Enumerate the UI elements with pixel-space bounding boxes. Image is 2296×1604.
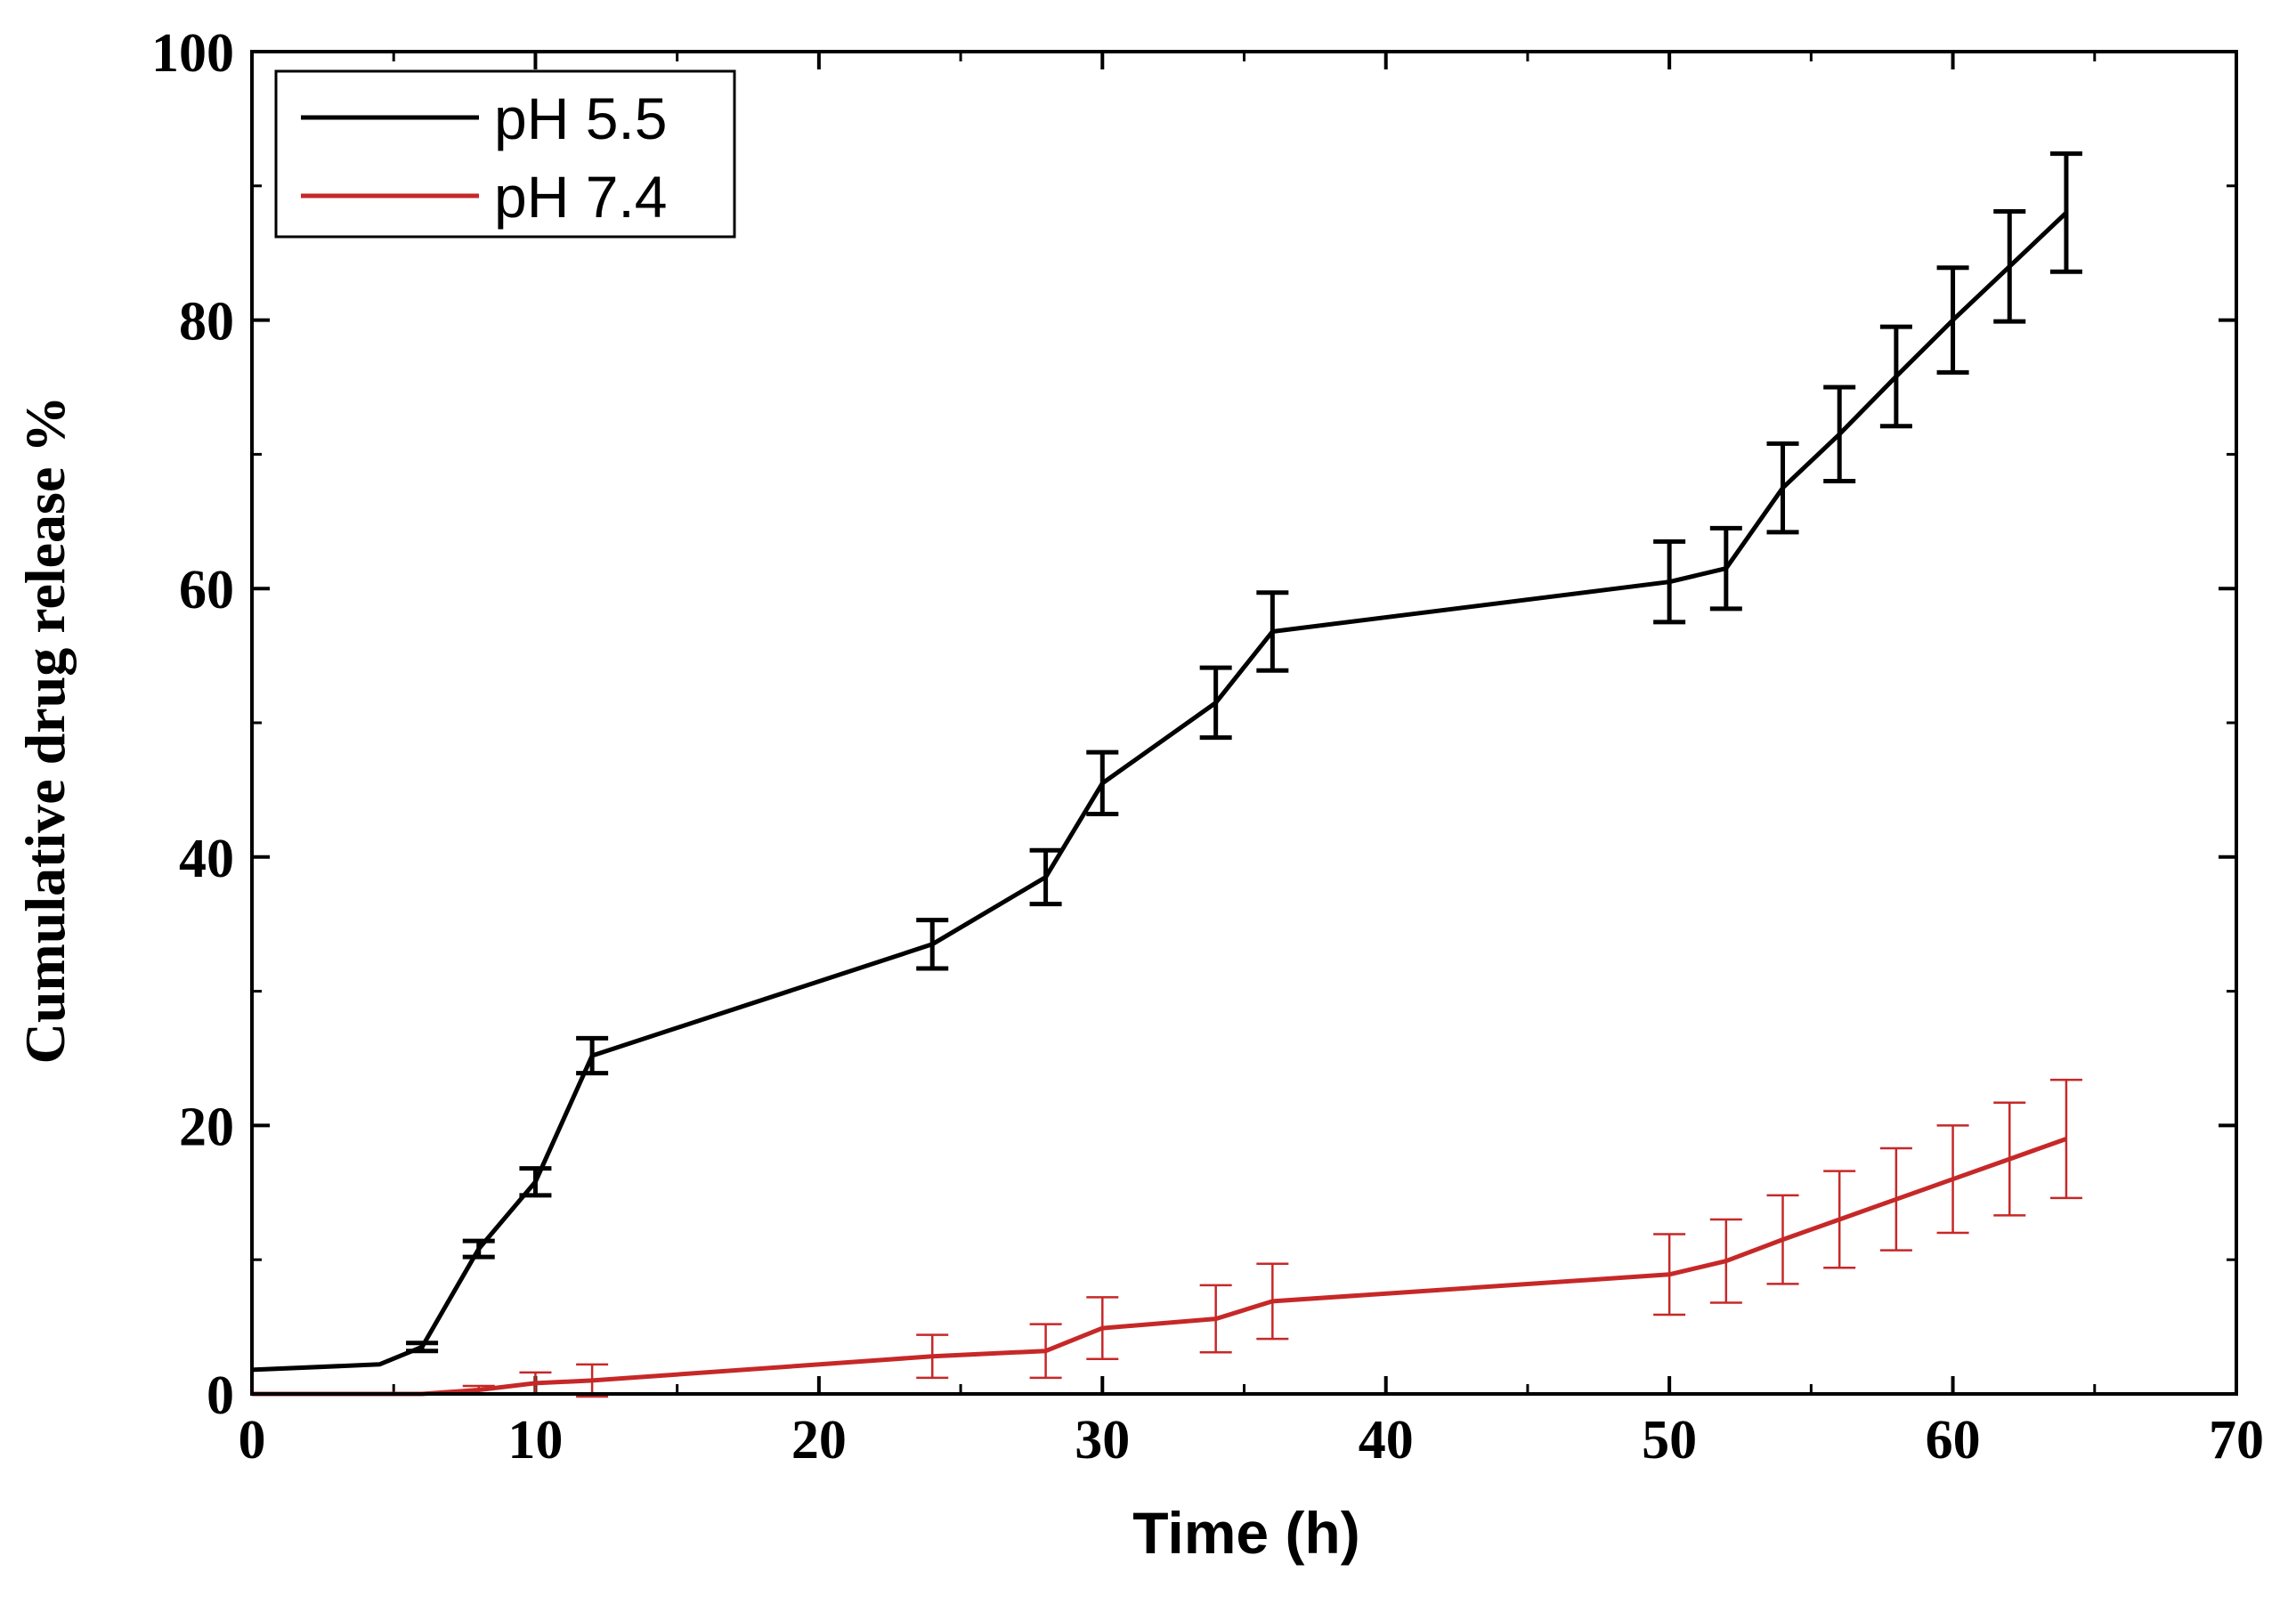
error-bar	[1879, 324, 1912, 429]
error-bar	[1029, 847, 1062, 907]
error-bar	[1199, 665, 1232, 741]
error-bar	[1256, 590, 1289, 673]
x-tick-label: 50	[1642, 1410, 1697, 1470]
y-tick-label: 20	[179, 1097, 234, 1157]
error-bar	[1936, 1124, 1969, 1235]
error-bar	[1709, 525, 1742, 612]
error-bar	[1029, 1323, 1062, 1380]
error-bar	[462, 1238, 495, 1260]
legend-label-ph74: pH 7.4	[494, 164, 667, 230]
error-bar	[1993, 1101, 2026, 1217]
error-bar	[1823, 385, 1856, 484]
x-tick-label: 40	[1359, 1410, 1414, 1470]
error-bar	[1993, 208, 2026, 324]
y-tick-label: 80	[179, 292, 234, 352]
error-bar	[1936, 265, 1969, 375]
error-bar	[1879, 1146, 1912, 1252]
x-tick-label: 0	[239, 1410, 266, 1470]
y-axis-label: Cumulative drug release %	[13, 396, 77, 1065]
error-bar	[1766, 1194, 1799, 1285]
axis-ticks: 0 10 20 30 40 50 60 70 0 20 40 60 80 100	[151, 23, 2264, 1470]
error-bar	[576, 1035, 609, 1076]
error-bar	[1256, 1262, 1289, 1341]
series-line	[252, 1137, 2067, 1397]
error-bar	[2049, 151, 2082, 274]
series-ph-5.5	[251, 151, 2082, 1373]
error-bar	[406, 1341, 439, 1354]
plot-area-frame	[250, 50, 2238, 1396]
error-bar	[1653, 539, 1686, 625]
error-bar	[1653, 1233, 1686, 1316]
error-bar	[519, 1166, 552, 1198]
series-ph-7.4	[252, 1078, 2082, 1398]
error-bar	[2049, 1078, 2082, 1200]
data-series	[251, 151, 2082, 1398]
error-bar	[1199, 1284, 1232, 1354]
y-tick-label: 0	[207, 1365, 234, 1426]
x-tick-label: 70	[2209, 1410, 2264, 1470]
error-bar	[1823, 1170, 1856, 1269]
x-tick-label: 20	[791, 1410, 847, 1470]
x-axis-label: Time (h)	[1132, 1500, 1359, 1566]
legend-box	[274, 69, 736, 239]
error-bar	[1086, 749, 1119, 817]
y-tick-label: 60	[179, 560, 234, 620]
legend: pH 5.5 pH 7.4	[274, 69, 736, 239]
error-bar	[1766, 441, 1799, 535]
error-bar	[576, 1363, 609, 1398]
x-tick-label: 30	[1075, 1410, 1130, 1470]
y-tick-label: 40	[179, 829, 234, 889]
y-tick-label: 100	[151, 23, 234, 84]
x-tick-label: 10	[507, 1410, 563, 1470]
error-bar	[1086, 1296, 1119, 1361]
x-tick-label: 60	[1926, 1410, 1981, 1470]
error-bar	[916, 1333, 949, 1380]
error-bar	[916, 918, 949, 971]
legend-label-ph55: pH 5.5	[494, 85, 667, 151]
error-bar	[1709, 1218, 1742, 1304]
